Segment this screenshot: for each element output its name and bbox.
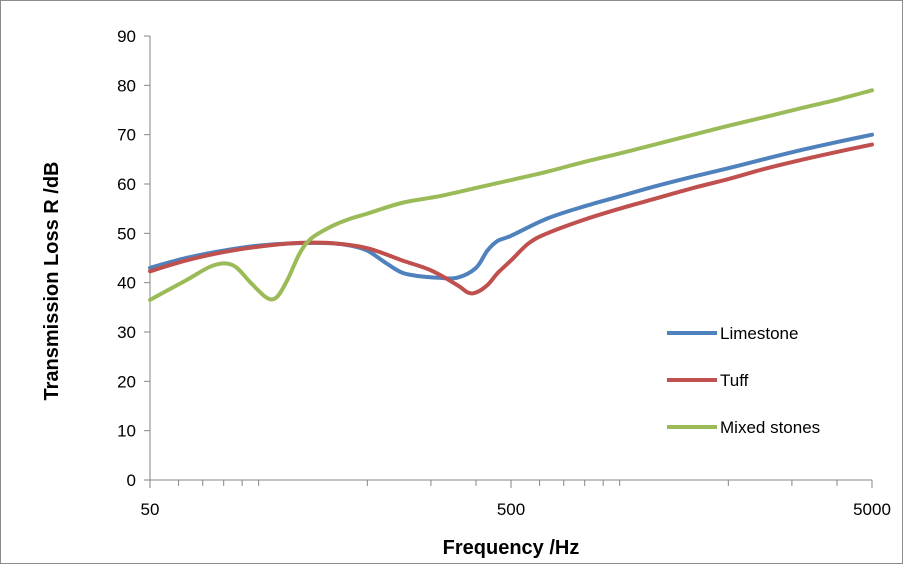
x-tick-label: 500 — [497, 500, 525, 519]
axes — [144, 35, 873, 488]
y-tick-label: 60 — [117, 175, 136, 194]
y-tick-label: 30 — [117, 323, 136, 342]
y-tick-label: 0 — [127, 471, 136, 490]
x-tick-label: 5000 — [853, 500, 891, 519]
legend-label-tuff: Tuff — [720, 371, 749, 390]
x-axis-title: Frequency /Hz — [443, 537, 580, 559]
y-tick-label: 50 — [117, 224, 136, 243]
y-tick-label: 40 — [117, 274, 136, 293]
tick-labels: 0 10 20 30 40 50 60 70 80 90 50 500 5000 — [117, 27, 891, 519]
y-tick-label: 80 — [117, 76, 136, 95]
series-line-limestone — [148, 132, 874, 281]
y-tick-label: 90 — [117, 27, 136, 46]
legend-label-mixed-stones: Mixed stones — [720, 418, 820, 437]
legend-label-limestone: Limestone — [720, 324, 798, 343]
y-tick-label: 20 — [117, 372, 136, 391]
series-line-tuff — [148, 142, 874, 296]
x-tick-label: 50 — [141, 500, 160, 519]
series-line-mixed-stones — [148, 88, 874, 302]
y-tick-label: 10 — [117, 422, 136, 441]
y-axis-title: Transmission Loss R /dB — [41, 162, 63, 401]
y-tick-label: 70 — [117, 126, 136, 145]
legend: Limestone Tuff Mixed stones — [667, 324, 820, 437]
series-layer — [148, 88, 874, 302]
